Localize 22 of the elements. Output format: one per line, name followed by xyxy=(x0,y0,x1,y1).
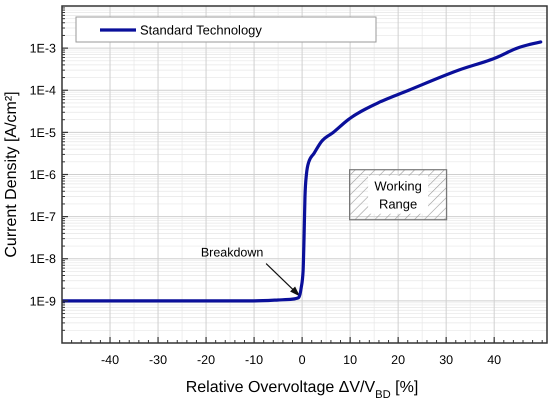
x-axis-title: Relative Overvoltage ΔV/V$_{BD}$ [%] xyxy=(186,379,418,401)
x-tick-label: -20 xyxy=(197,353,216,367)
y-tick-label: 1E-7 xyxy=(30,210,56,224)
x-tick-label: -40 xyxy=(100,353,120,367)
y-tick-label: 1E-5 xyxy=(30,126,56,140)
y-tick-label: 1E-4 xyxy=(30,84,56,98)
annotation: Working Range xyxy=(374,178,422,212)
y-axis-title: Current Density [A/cm²] xyxy=(3,91,20,258)
y-tick-label: 1E-3 xyxy=(30,42,56,56)
legend-label: Standard Technology xyxy=(140,22,262,38)
x-tick-label: -10 xyxy=(245,353,264,367)
x-tick-label: 10 xyxy=(343,353,358,367)
x-tick-label: 40 xyxy=(487,353,502,367)
x-tick-label: 30 xyxy=(439,353,454,367)
y-tick-label: 1E-9 xyxy=(30,294,56,308)
y-tick-label: 1E-8 xyxy=(30,252,56,266)
x-tick-label: 20 xyxy=(391,353,406,367)
x-tick-label: 0 xyxy=(298,353,306,367)
y-tick-label: 1E-6 xyxy=(30,168,56,182)
x-tick-label: -30 xyxy=(149,353,168,367)
annotation: Breakdown xyxy=(200,246,264,260)
line-series xyxy=(62,40,542,302)
